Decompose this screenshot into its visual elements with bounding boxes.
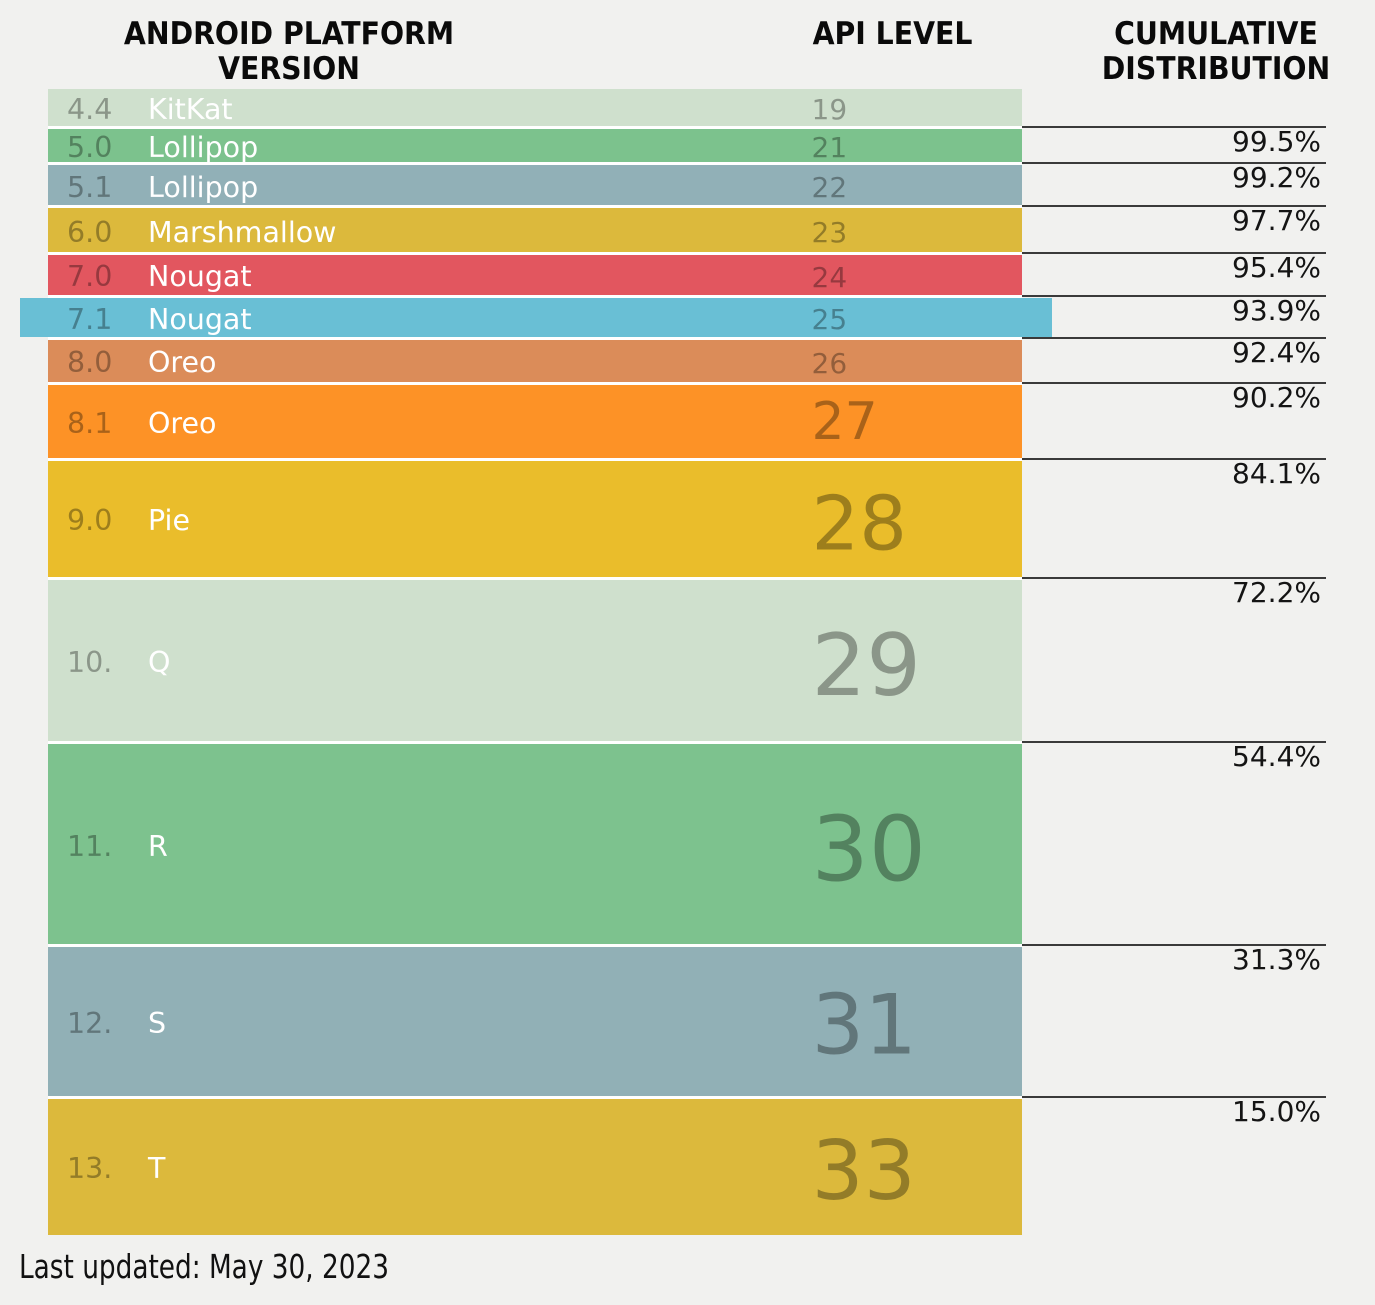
version-number: 8.0 [67,346,113,379]
api-level-number: 19 [811,93,848,127]
distribution-boundary-line [1022,252,1326,254]
cumulative-distribution-label: 93.9% [1232,293,1321,327]
api-level-number: 30 [811,796,927,902]
column-header-android-platform-version: ANDROID PLATFORM VERSION [123,16,455,87]
version-number: 5.1 [67,170,113,204]
api-level-number: 29 [811,615,921,716]
column-header-api-level: API LEVEL [812,16,973,52]
distribution-boundary-line [1022,125,1326,128]
distribution-boundary-line [1022,162,1326,164]
version-codename: Nougat [148,260,252,293]
cumulative-distribution-label: 99.2% [1232,161,1321,194]
platform-version-row-10[interactable]: 10. Q 29 [48,579,1022,741]
distribution-boundary-line [1022,944,1326,946]
version-codename: Lollipop [148,170,259,204]
version-codename: Oreo [148,346,217,379]
version-codename: Pie [148,504,191,537]
version-codename: Lollipop [148,130,259,164]
api-level-number: 33 [811,1123,916,1219]
version-number: 12. [67,1006,113,1040]
version-number: 4.4 [67,92,113,126]
platform-version-row-7-1[interactable]: 7.1 Nougat 25 [19,297,1052,337]
version-codename: T [148,1152,166,1185]
platform-version-row-9-0[interactable]: 9.0 Pie 28 [48,461,1022,577]
column-header-cumulative-distribution: CUMULATIVE DISTRIBUTION [1101,16,1331,87]
distribution-boundary-line [1022,294,1326,297]
platform-version-row-7-0[interactable]: 7.0 Nougat 24 [48,255,1022,295]
version-number: 10. [67,645,113,679]
platform-version-row-6-0[interactable]: 6.0 Marshmallow 23 [48,208,1022,252]
cumulative-distribution-label: 84.1% [1232,457,1321,490]
api-level-number: 25 [811,303,848,336]
version-codename: R [148,829,168,863]
version-number: 7.1 [67,302,113,336]
version-number: 13. [67,1152,113,1185]
version-number: 9.0 [67,504,113,537]
version-number: 8.1 [67,406,113,440]
api-level-number: 28 [811,479,907,568]
cumulative-distribution-label: 95.4% [1232,251,1321,284]
platform-version-row-12[interactable]: 12. S 31 [48,947,1022,1096]
version-number: 11. [67,829,113,863]
version-codename: Q [148,645,171,679]
api-level-number: 23 [811,216,848,249]
platform-version-row-8-0[interactable]: 8.0 Oreo 26 [48,339,1022,382]
api-level-number: 27 [811,392,878,453]
version-codename: Marshmallow [148,215,337,249]
cumulative-distribution-label: 72.2% [1232,575,1321,609]
platform-version-row-5-0[interactable]: 5.0 Lollipop 21 [48,128,1022,165]
api-level-number: 31 [811,976,918,1074]
version-number: 5.0 [67,130,113,164]
version-number: 7.0 [67,260,113,293]
distribution-boundary-line [1022,576,1326,579]
cumulative-distribution-label: 54.4% [1232,740,1321,773]
platform-version-row-13[interactable]: 13. T 33 [48,1098,1022,1235]
distribution-boundary-line [1022,336,1326,339]
api-level-number: 24 [811,260,848,294]
last-updated-note: Last updated: May 30, 2023 [19,1247,389,1286]
distribution-boundary-line [1022,382,1326,384]
platform-version-row-11[interactable]: 11. R 30 [48,744,1022,944]
cumulative-distribution-label: 31.3% [1232,943,1321,976]
cumulative-distribution-label: 15.0% [1232,1094,1321,1128]
api-level-number: 26 [811,346,848,380]
version-codename: KitKat [148,92,233,126]
cumulative-distribution-label: 92.4% [1232,335,1321,369]
cumulative-distribution-label: 99.5% [1232,124,1321,158]
distribution-boundary-line [1022,205,1326,207]
version-number: 6.0 [67,215,113,249]
platform-version-row-4-4[interactable]: 4.4 KitKat 19 [48,89,1022,126]
version-codename: S [148,1006,167,1040]
api-level-number: 21 [811,131,848,165]
cumulative-distribution-label: 97.7% [1232,204,1321,237]
version-codename: Oreo [148,406,217,440]
distribution-boundary-line [1022,741,1326,743]
api-level-number: 22 [811,171,848,204]
platform-version-row-5-1[interactable]: 5.1 Lollipop 22 [48,165,1022,205]
version-codename: Nougat [148,302,252,336]
distribution-boundary-line [1022,458,1326,460]
platform-version-row-8-1[interactable]: 8.1 Oreo 27 [48,385,1022,458]
distribution-boundary-line [1022,1095,1326,1098]
cumulative-distribution-label: 90.2% [1232,381,1321,414]
